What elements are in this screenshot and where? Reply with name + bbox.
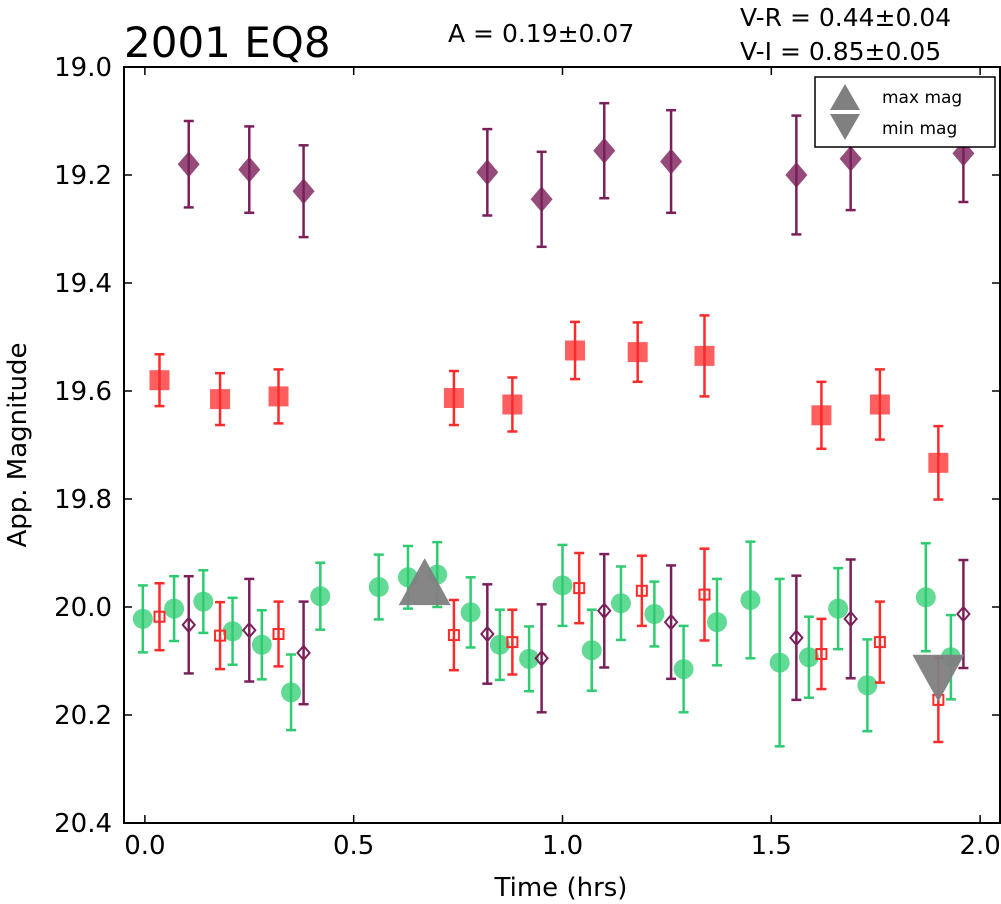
series-1-point-5-marker <box>565 340 586 361</box>
series-3-point-9-marker <box>873 636 886 649</box>
y-tick-label-2: 19.4 <box>54 269 112 299</box>
series-0-point-0-marker <box>177 151 200 178</box>
plot-area <box>132 101 975 748</box>
x-tick-label-1: 0.5 <box>333 831 374 861</box>
series-1-point-3-marker <box>443 388 464 409</box>
series-2-point-20-marker <box>769 652 790 673</box>
series-0-point-5-marker <box>593 137 616 164</box>
series-1-point-6-marker <box>627 342 648 363</box>
series-2-point-13-marker <box>552 575 573 596</box>
x-tick-label-2: 1.0 <box>542 831 583 861</box>
series-2-point-23-marker <box>857 675 878 696</box>
series-1-point-10-marker <box>928 452 949 473</box>
series-0-point-3-marker <box>476 159 499 186</box>
series-2-point-6-marker <box>310 586 331 607</box>
series-0-point-8-marker <box>839 145 862 172</box>
legend-min-mag-marker <box>830 114 860 140</box>
series-1-point-7-marker <box>694 345 715 366</box>
x-tick-label-3: 1.5 <box>751 831 792 861</box>
x-tick-label-0: 0.0 <box>124 831 165 861</box>
chart-title: 2001 EQ8 <box>124 18 331 67</box>
series-1-point-2-marker <box>268 386 289 407</box>
vi-annotation: V-I = 0.85±0.05 <box>740 37 941 66</box>
series-4-point-5-marker <box>596 602 612 620</box>
series-3-point-1-marker <box>214 629 227 642</box>
series-3-point-6-marker <box>635 584 648 597</box>
series-2-point-3-marker <box>222 621 243 642</box>
series-0-point-6-marker <box>660 148 683 175</box>
series-3-point-2-marker <box>272 628 285 640</box>
series-5-point-0-marker <box>398 558 451 606</box>
series-0-point-7-marker <box>785 162 808 188</box>
vr-annotation: V-R = 0.44±0.04 <box>740 3 951 32</box>
series-2-point-24-marker <box>915 587 936 608</box>
series-2-point-4-marker <box>251 634 272 655</box>
series-2-point-11-marker <box>489 634 510 655</box>
series-1-point-9-marker <box>869 394 890 415</box>
y-tick-label-4: 19.8 <box>54 485 112 515</box>
x-tick-label-4: 2.0 <box>959 831 1000 861</box>
y-tick-label-7: 20.4 <box>54 809 112 839</box>
y-tick-label-1: 19.2 <box>54 161 112 191</box>
amplitude-annotation: A = 0.19±0.07 <box>448 19 634 48</box>
series-6-point-0-marker <box>912 654 965 702</box>
series-2-point-22-marker <box>828 598 849 619</box>
x-axis-label: Time (hrs) <box>494 873 628 903</box>
series-2-point-18-marker <box>707 612 728 633</box>
series-1-point-1-marker <box>210 389 231 410</box>
series-4-point-8-marker <box>843 610 858 628</box>
series-2-point-5-marker <box>281 682 302 703</box>
series-4-point-3-marker <box>480 625 495 643</box>
y-tick-label-0: 19.0 <box>54 53 112 83</box>
series-0-point-2-marker <box>292 178 315 205</box>
series-2-point-2-marker <box>193 591 214 612</box>
series-0-point-1-marker <box>238 156 261 183</box>
series-2-point-14-marker <box>581 640 602 661</box>
series-2-point-0-marker <box>132 608 153 629</box>
series-4-point-9-marker <box>956 605 971 623</box>
series-2-point-7-marker <box>368 577 389 598</box>
series-2-point-15-marker <box>610 593 631 614</box>
series-3-point-3-marker <box>447 629 460 642</box>
series-3-point-5-marker <box>573 582 586 595</box>
y-tick-label-5: 20.0 <box>54 593 112 623</box>
legend-max-mag-label: max mag <box>882 88 962 108</box>
series-1-point-8-marker <box>811 405 832 426</box>
series-4-point-6-marker <box>663 613 679 631</box>
series-2-point-1-marker <box>164 598 185 619</box>
y-tick-label-6: 20.2 <box>54 701 112 731</box>
series-4-point-1-marker <box>241 621 257 639</box>
series-1-point-0-marker <box>149 370 170 391</box>
series-4-point-0-marker <box>181 616 197 634</box>
series-3-point-7-marker <box>698 588 711 601</box>
series-4-point-4-marker <box>534 649 549 667</box>
legend-max-mag-marker <box>830 84 860 110</box>
series-2-point-12-marker <box>519 648 540 669</box>
series-3-point-4-marker <box>506 636 519 649</box>
y-axis-label: App. Magnitude <box>3 342 33 547</box>
legend: max mag min mag <box>814 76 996 148</box>
series-3-point-8-marker <box>815 647 828 660</box>
series-2-point-21-marker <box>798 647 819 668</box>
series-2-point-10-marker <box>460 602 481 623</box>
series-3-point-0-marker <box>153 610 166 623</box>
axes: 0.0 0.5 1.0 1.5 2.0 19.0 19.2 19.4 19.6 19.8 20.0 2… <box>54 53 1001 861</box>
series-1-point-4-marker <box>502 394 523 415</box>
series-2-point-19-marker <box>740 589 761 610</box>
series-0-point-4-marker <box>530 186 553 213</box>
y-tick-label-3: 19.6 <box>54 377 112 407</box>
legend-min-mag-label: min mag <box>882 119 957 139</box>
series-2-point-17-marker <box>673 659 694 680</box>
series-2-point-16-marker <box>644 604 665 625</box>
series-4-point-2-marker <box>296 644 311 662</box>
series-4-point-7-marker <box>789 629 804 647</box>
